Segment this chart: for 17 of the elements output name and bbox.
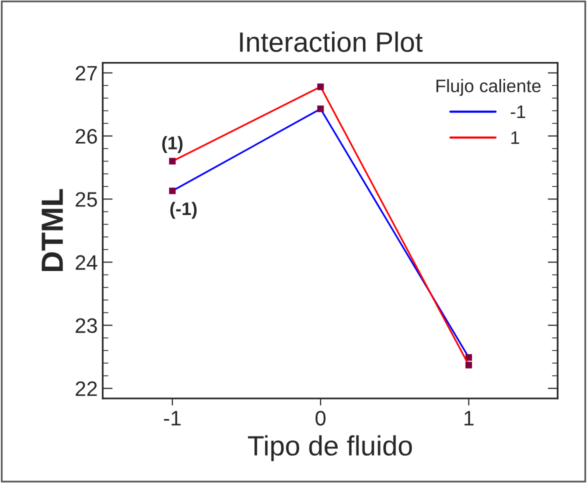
annotation: (-1) — [170, 202, 197, 219]
y-tick-label: 22 — [76, 381, 97, 396]
x-tick-label: 1 — [464, 411, 474, 426]
x-tick-label: 0 — [316, 410, 326, 426]
y-tick-label: 23 — [76, 318, 97, 334]
legend-label: -1 — [510, 106, 526, 118]
legend-label: 1 — [511, 131, 520, 144]
legend-title: Flujo caliente — [436, 79, 541, 96]
x-axis-title: Tipo de fluido — [248, 435, 412, 462]
y-tick-label: 27 — [76, 66, 97, 80]
x-tick-label: -1 — [164, 411, 181, 426]
y-tick-label: 24 — [76, 255, 98, 270]
y-tick-label: 25 — [76, 192, 97, 207]
y-tick-label: 26 — [76, 128, 97, 144]
annotation: (1) — [162, 136, 183, 153]
chart-title: Interaction Plot — [240, 32, 423, 52]
y-axis-title: DTML — [42, 189, 63, 272]
